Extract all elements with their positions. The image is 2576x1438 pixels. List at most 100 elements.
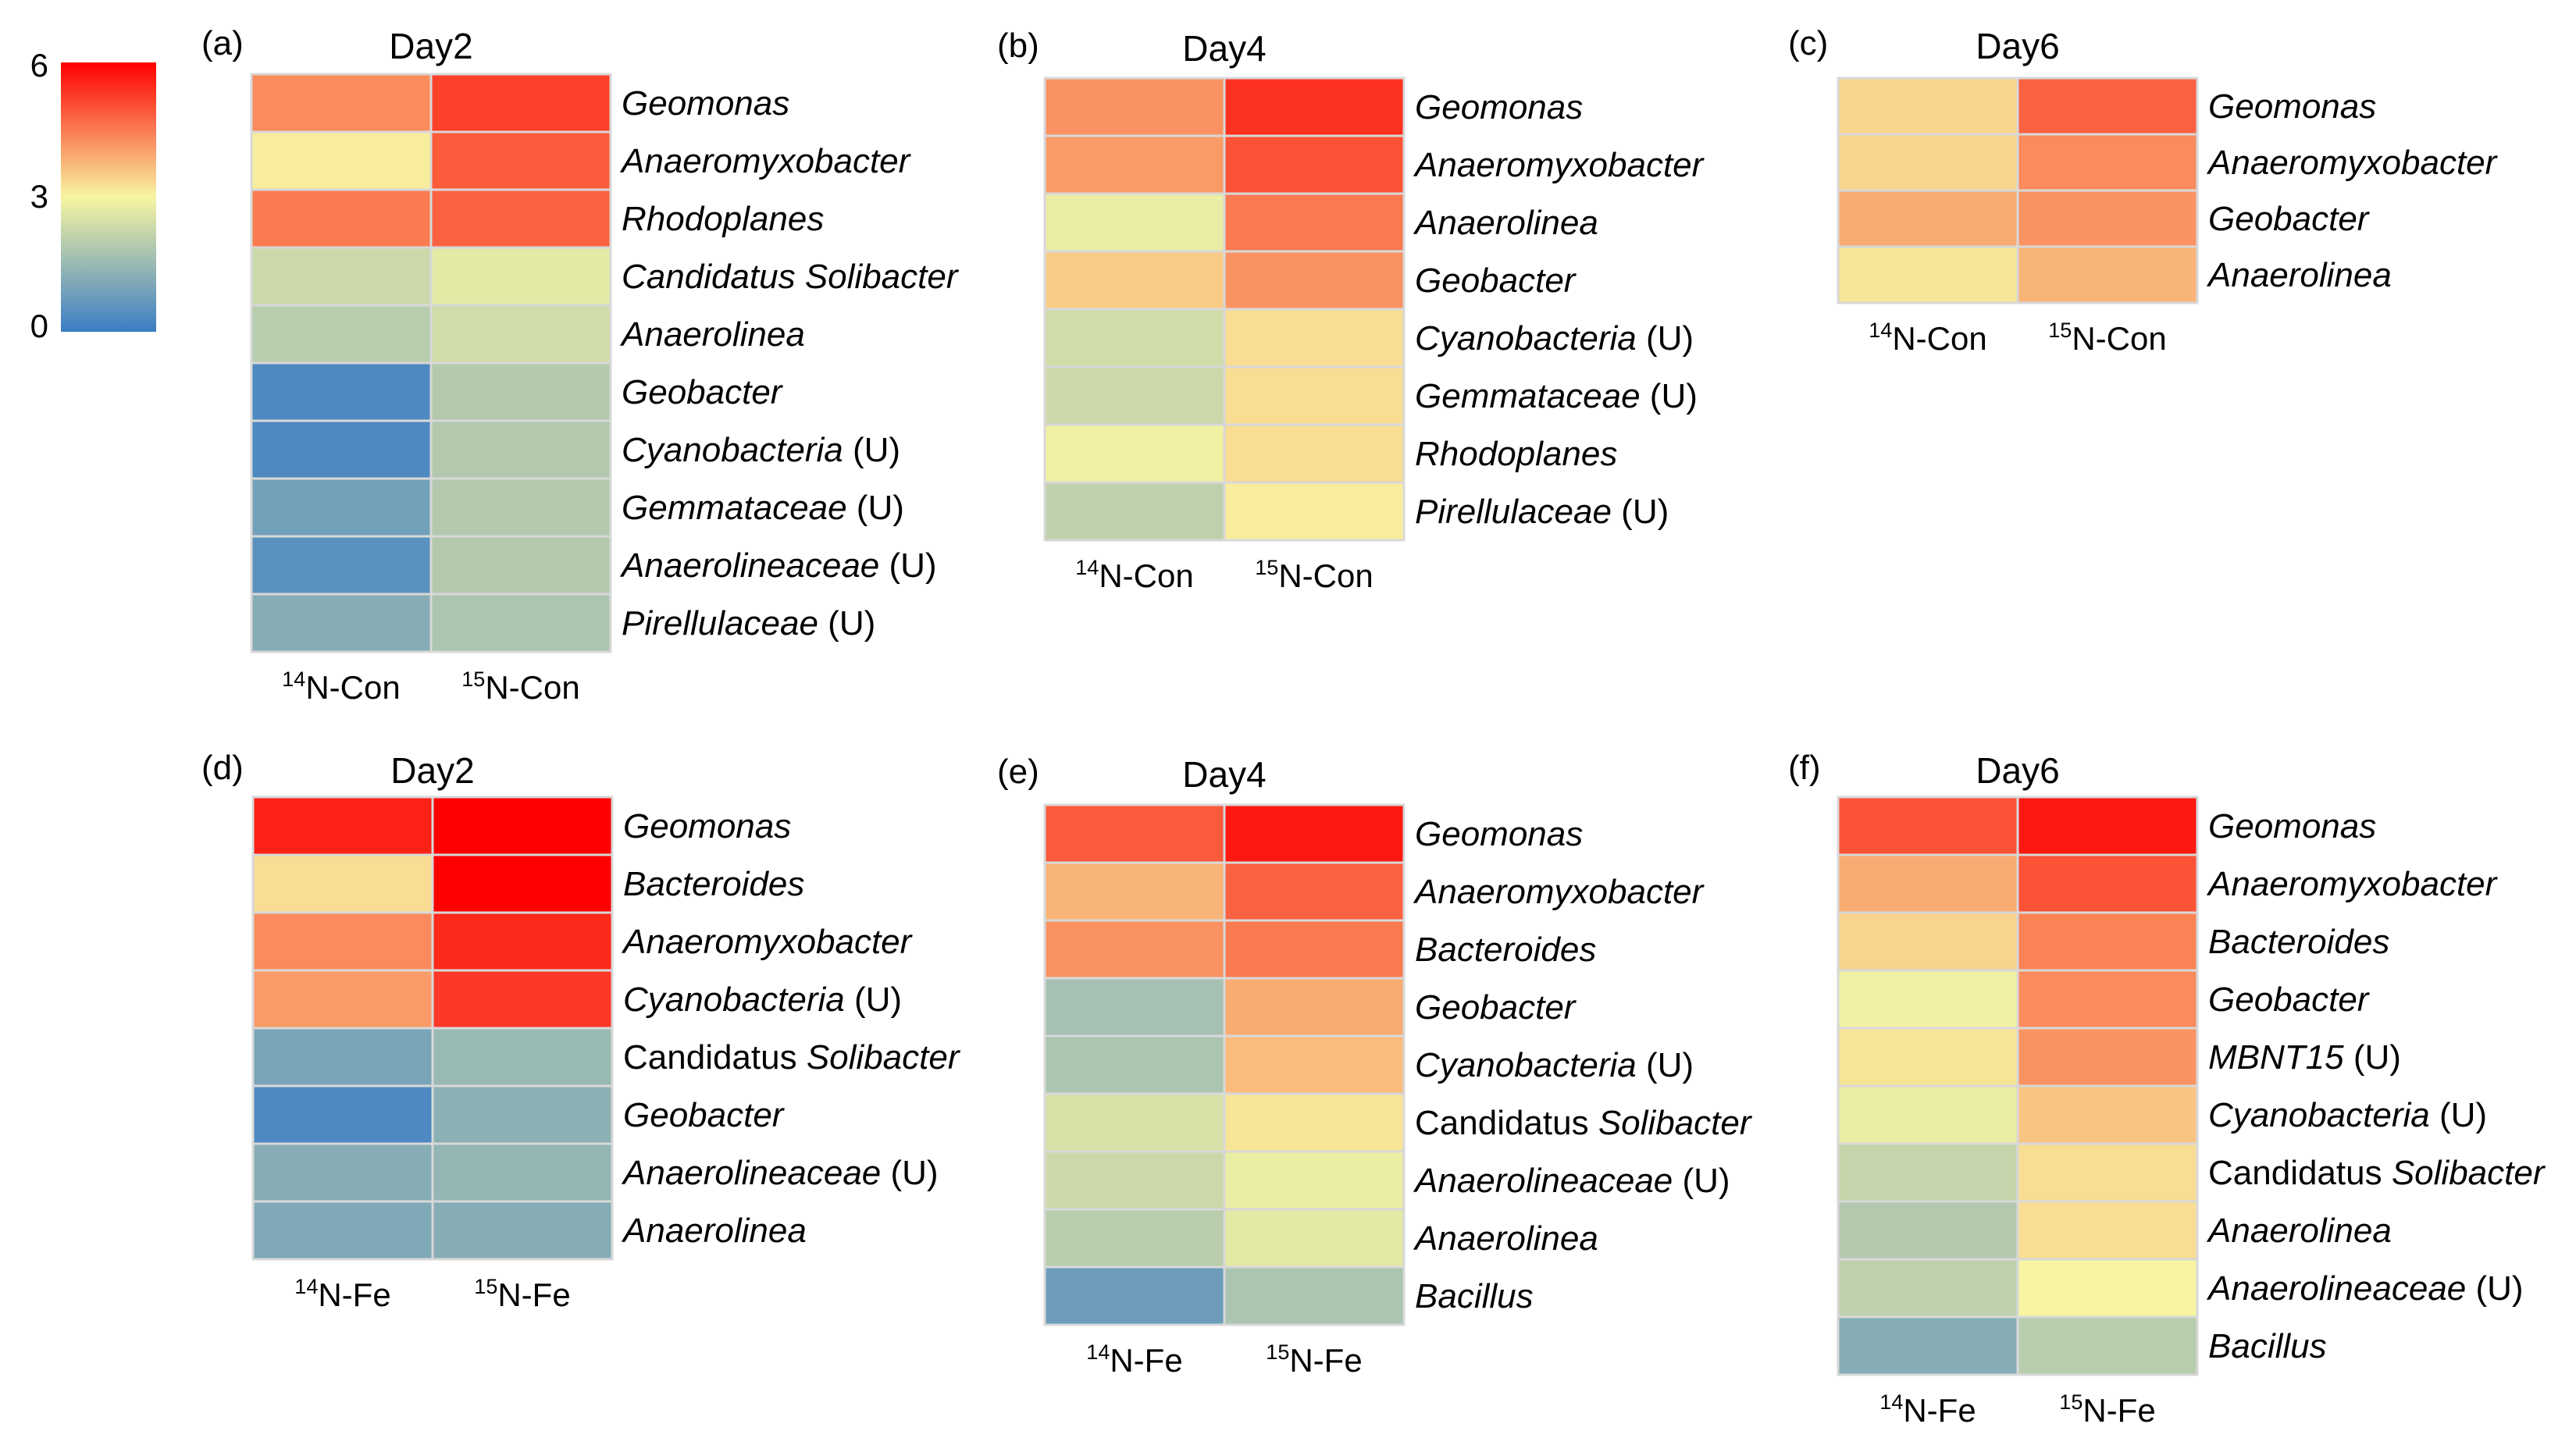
row-label: Geobacter	[623, 1096, 786, 1134]
colorbar-tick-mid: 3	[30, 178, 48, 215]
row-label: Anaerolineaceae (U)	[621, 1154, 939, 1192]
row-label: Geomonas	[2208, 87, 2376, 126]
heatmap-panel-a: (a) Day2 Geomonas Anaeromyxobacter Rhodoplan…	[201, 24, 960, 706]
panel-title: Day2	[390, 750, 474, 791]
row-label: Anaerolinea	[2206, 1212, 2392, 1250]
column-label: 15N-Fe	[2059, 1390, 2155, 1429]
heatmap-cell	[2016, 796, 2199, 856]
heatmap-cell	[1223, 1092, 1406, 1153]
heatmap-cell	[250, 130, 433, 191]
heatmap-cell	[1223, 423, 1406, 484]
heatmap-cell	[431, 1084, 614, 1145]
row-label: Pirellulaceae (U)	[1415, 493, 1669, 531]
row-label: Candidatus Solibacter	[2208, 1154, 2546, 1192]
row-label: Geobacter	[2208, 200, 2371, 238]
colorbar: 6 3 0	[30, 47, 156, 344]
heatmap-cell	[250, 246, 433, 307]
heatmap-cell	[251, 1084, 434, 1145]
heatmap-cell	[429, 304, 612, 365]
panel-letter: (d)	[201, 749, 244, 787]
row-label: Candidatus Solibacter	[623, 1038, 961, 1077]
heatmap-cell	[431, 969, 614, 1030]
heatmap-cell	[2016, 77, 2199, 136]
panel-title: Day6	[1976, 750, 2059, 791]
column-label: 14N-Fe	[294, 1275, 390, 1313]
row-label: Anaeromyxobacter	[2206, 144, 2499, 182]
row-label: Anaeromyxobacter	[619, 142, 912, 180]
heatmap-cell	[431, 796, 614, 856]
colorbar-tick-min: 0	[30, 308, 48, 344]
heatmap-cell	[1043, 134, 1226, 195]
heatmap-cell	[1223, 977, 1406, 1038]
heatmap-cell	[1223, 1208, 1406, 1269]
heatmap-cell	[251, 911, 434, 972]
heatmap-cell	[1837, 77, 2019, 136]
column-label: 15N-Con	[461, 667, 579, 706]
heatmap-cell	[2016, 1027, 2199, 1087]
row-label: Anaerolinea	[619, 315, 805, 354]
row-label: Bacteroides	[623, 865, 804, 903]
heatmap-cell	[1837, 796, 2019, 856]
row-label: Gemmataceae (U)	[1415, 377, 1698, 415]
heatmap-cell	[1223, 861, 1406, 922]
heatmap-cell	[2016, 1315, 2199, 1376]
heatmap-cell	[250, 593, 433, 653]
heatmap-cell	[250, 477, 433, 538]
heatmap-cell	[429, 535, 612, 596]
heatmap-cell	[250, 188, 433, 249]
heatmap-cell	[431, 853, 614, 914]
row-label: Cyanobacteria (U)	[1415, 1046, 1694, 1084]
row-label: Gemmataceae (U)	[622, 489, 904, 527]
heatmap-cell	[1043, 192, 1226, 253]
heatmap-cell	[1043, 250, 1226, 311]
heatmap-cell	[250, 419, 433, 480]
heatmap-cell	[1043, 1265, 1226, 1326]
heatmap-cell	[431, 1200, 614, 1261]
panel-title: Day6	[1976, 26, 2059, 66]
heatmap-cell	[1837, 1258, 2019, 1319]
heatmap-cell	[250, 361, 433, 422]
column-label: 14N-Con	[1869, 319, 1986, 357]
panel-letter: (b)	[997, 27, 1039, 65]
heatmap-cell	[251, 1142, 434, 1203]
row-label: Anaerolineaceae (U)	[1413, 1162, 1730, 1200]
heatmap-cell	[1223, 1265, 1406, 1326]
panel-title: Day4	[1182, 28, 1266, 69]
heatmap-panel-d: (d) Day2 Geomonas Bacteroides Anaeromyxobact…	[201, 749, 961, 1313]
heatmap-cell	[2016, 911, 2199, 972]
panel-letter: (f)	[1788, 749, 1821, 787]
heatmap-cell	[1043, 481, 1226, 542]
row-label: Anaerolinea	[1413, 204, 1598, 242]
heatmap-cell	[1223, 134, 1406, 195]
row-label: Anaerolineaceae (U)	[619, 546, 937, 585]
row-label: Bacteroides	[1415, 931, 1596, 969]
heatmap-cell	[1223, 192, 1406, 253]
column-label: 14N-Con	[282, 667, 400, 706]
row-label: Bacillus	[1415, 1277, 1534, 1315]
row-label: Geomonas	[623, 807, 791, 845]
heatmap-panels: (a) Day2 Geomonas Anaeromyxobacter Rhodoplan…	[201, 24, 2546, 1429]
row-label: Anaeromyxobacter	[1413, 873, 1705, 911]
heatmap-cell	[1043, 423, 1226, 484]
heatmap-cell	[1837, 1142, 2019, 1203]
row-label: Cyanobacteria (U)	[2208, 1096, 2487, 1134]
heatmap-cell	[251, 853, 434, 914]
heatmap-cell	[429, 477, 612, 538]
heatmap-cell	[2016, 853, 2199, 914]
row-label: Rhodoplanes	[622, 200, 824, 238]
heatmap-cell	[250, 535, 433, 596]
row-label: Geobacter	[1415, 988, 1577, 1027]
row-label: Rhodoplanes	[1415, 435, 1617, 473]
colorbar-gradient	[61, 62, 156, 332]
row-label: Cyanobacteria (U)	[1415, 319, 1694, 358]
heatmap-cell	[2016, 1200, 2199, 1261]
row-label: Anaeromyxobacter	[1413, 146, 1705, 184]
row-label: Candidatus Solibacter	[1415, 1104, 1753, 1142]
panel-letter: (e)	[997, 753, 1039, 791]
heatmap-cell	[2016, 189, 2199, 248]
row-label: Anaeromyxobacter	[621, 923, 914, 961]
heatmap-cell	[429, 361, 612, 422]
heatmap-cell	[2016, 1084, 2199, 1145]
column-label: 15N-Fe	[474, 1275, 570, 1313]
